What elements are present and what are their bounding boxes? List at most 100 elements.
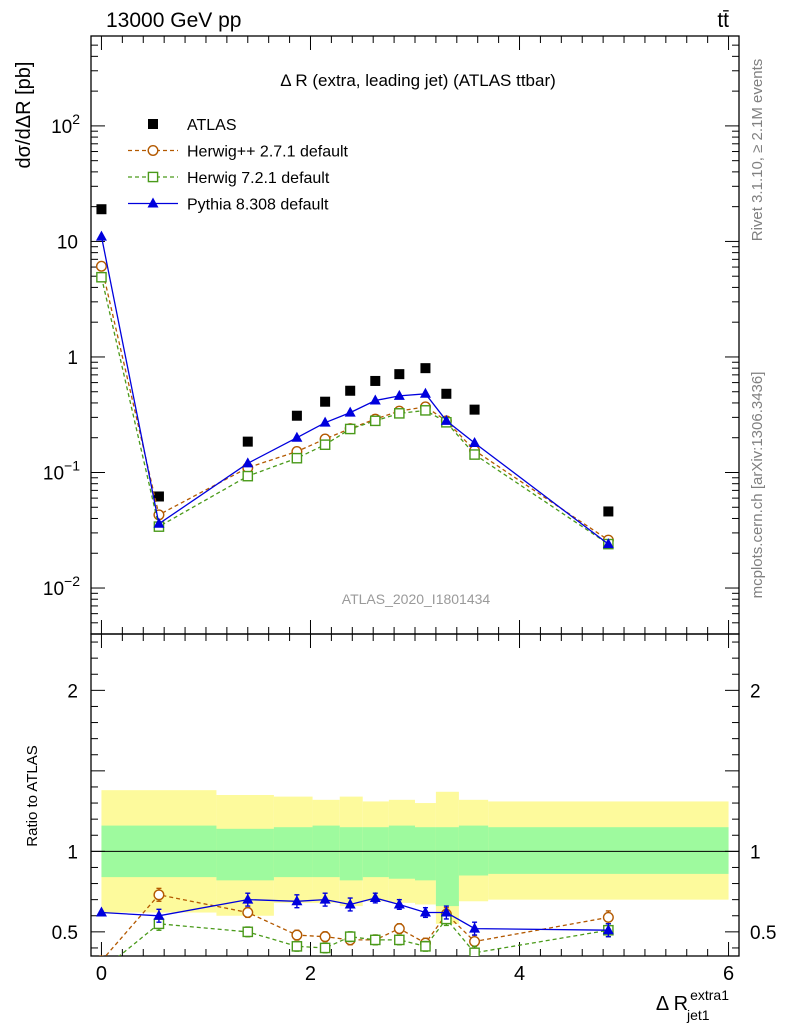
inner-band	[273, 827, 313, 878]
inner-band	[435, 827, 459, 907]
data-point	[291, 941, 303, 952]
main-series-group	[95, 204, 614, 550]
data-point	[394, 369, 405, 380]
ratio-series-square-dashed	[118, 911, 614, 956]
ratio-axes: 0 2 4 6 0.5 0.5 1 1 2 2	[52, 634, 776, 985]
data-point	[147, 144, 159, 156]
data-point	[469, 437, 481, 448]
data-point	[393, 898, 405, 909]
data-point	[147, 171, 159, 183]
data-point	[602, 911, 614, 923]
data-point	[291, 929, 303, 941]
rivet-label: Rivet 3.1.10, ≥ 2.1M events	[749, 59, 766, 242]
series-triangle-solid	[95, 230, 614, 549]
data-point	[370, 375, 381, 386]
x-tick-label: 0	[96, 963, 107, 985]
data-point	[291, 410, 302, 421]
data-point	[291, 431, 303, 442]
data-point	[469, 449, 480, 460]
data-point	[602, 924, 614, 935]
data-point	[393, 389, 405, 400]
data-point	[153, 491, 164, 502]
plot-title: Δ R (extra, leading jet) (ATLAS ttbar)	[280, 71, 556, 90]
ratio-y-tick-label: 1	[67, 842, 78, 863]
data-point	[319, 416, 331, 427]
data-point	[469, 404, 480, 415]
data-point	[147, 197, 159, 208]
series-data	[96, 204, 614, 517]
legend-entry: ATLAS	[148, 117, 237, 134]
data-point	[242, 470, 254, 482]
series-line	[100, 277, 609, 545]
data-point	[148, 119, 158, 129]
data-point	[319, 942, 331, 954]
ratio-y-tick-label: 2	[67, 681, 78, 702]
data-point	[393, 923, 405, 935]
data-point	[441, 388, 452, 399]
data-point	[420, 405, 431, 416]
analysis-id: ATLAS_2020_I1801434	[342, 591, 491, 607]
data-point	[153, 909, 165, 920]
data-point	[96, 271, 107, 283]
data-point	[95, 260, 107, 272]
legend-entry: Herwig++ 2.7.1 default	[128, 144, 349, 161]
data-point	[242, 457, 254, 468]
y-tick-label: 10−2	[43, 573, 80, 600]
data-point	[369, 415, 381, 427]
ratio-y-tick-label-right: 2	[750, 681, 761, 702]
data-point	[420, 363, 431, 374]
data-point	[469, 922, 481, 933]
legend-label: ATLAS	[187, 117, 237, 134]
data-point	[153, 889, 165, 901]
data-point	[291, 452, 303, 464]
data-point	[242, 893, 254, 904]
data-point	[242, 436, 253, 447]
ratio-y-tick-label-right: 1	[750, 842, 761, 863]
legend-label: Herwig++ 2.7.1 default	[187, 144, 349, 161]
inner-band	[488, 827, 729, 874]
data-point	[440, 414, 452, 425]
x-tick-label: 4	[514, 963, 525, 985]
inner-band	[415, 827, 436, 881]
data-point	[394, 408, 405, 419]
y-tick-label: 1	[67, 348, 78, 369]
main-axes: 10−2 10−1 1 10 102	[43, 35, 739, 635]
data-point	[469, 947, 480, 956]
data-point	[603, 506, 614, 517]
data-point	[394, 934, 405, 946]
series-line	[100, 266, 609, 541]
ratio-y-tick-label-right: 0.5	[750, 923, 776, 944]
data-point	[319, 439, 331, 451]
data-point	[369, 934, 381, 946]
data-point	[319, 931, 331, 943]
data-point	[419, 906, 431, 917]
ratio-series-triangle-solid	[95, 892, 614, 938]
data-point	[344, 406, 356, 417]
data-point	[153, 517, 165, 528]
y-tick-label: 10	[57, 232, 78, 253]
legend-entry: Pythia 8.308 default	[128, 197, 329, 214]
process-label: tt̄	[717, 9, 729, 32]
data-point	[344, 931, 356, 942]
mcplots-label: mcplots.cern.ch [arXiv:1306.3436]	[749, 372, 766, 599]
legend-label: Pythia 8.308 default	[187, 197, 329, 214]
legend-label: Herwig 7.2.1 default	[187, 170, 330, 187]
legend: ATLAS Herwig++ 2.7.1 default Herwig 7.2.1 …	[128, 117, 349, 214]
data-point	[345, 385, 356, 396]
data-point	[344, 898, 356, 909]
data-point	[242, 907, 254, 919]
data-point	[344, 423, 356, 435]
y-tick-label: 10−1	[43, 457, 80, 484]
data-point	[96, 204, 107, 215]
data-point	[420, 941, 431, 952]
ratio-uncertainty-bands	[91, 790, 739, 924]
data-point	[440, 906, 452, 917]
data-point	[95, 906, 107, 917]
inner-band	[362, 827, 389, 878]
inner-band	[216, 828, 274, 881]
data-point	[469, 936, 481, 948]
inner-band	[339, 827, 363, 881]
